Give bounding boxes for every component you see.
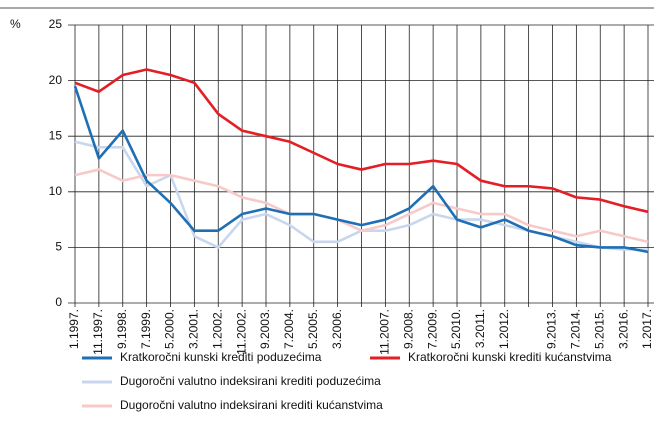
x-tick-label: 11.2002.	[234, 309, 248, 355]
y-axis-label: %	[10, 17, 21, 31]
x-tick-label: 7.2009.	[425, 309, 439, 349]
y-tick-label: 25	[49, 17, 63, 31]
x-tick-label: 3.2001.	[187, 309, 201, 349]
x-tick-label: 3.2016.	[616, 309, 630, 349]
x-tick-label: 9.1998.	[115, 309, 129, 349]
x-tick-label: 7.2004.	[282, 309, 296, 349]
series-line	[73, 85, 649, 254]
x-tick-label: 3.2011.	[473, 309, 487, 348]
legend-label: Kratkoročni kunski krediti kućanstvima	[408, 350, 612, 364]
y-tick-label: 5	[55, 240, 62, 254]
x-tick-label: 3.2006.	[330, 309, 344, 349]
legend-label: Dugoročni valutno indeksirani krediti po…	[120, 374, 381, 388]
x-tick-label: 1.1997.	[67, 309, 81, 349]
x-tick-label: 7.1999.	[139, 309, 153, 349]
x-tick-label: 5.2000.	[163, 309, 177, 349]
legend-label: Kratkoročni kunski krediti poduzećima	[120, 350, 322, 364]
y-tick-label: 0	[55, 295, 62, 309]
x-tick-label: 9.2008.	[401, 309, 415, 349]
x-tick-label: 5.2015.	[592, 309, 606, 349]
y-tick-label: 10	[49, 184, 63, 198]
x-tick-label: 7.2014.	[569, 309, 583, 349]
x-tick-label: 9.2013.	[545, 309, 559, 349]
x-tick-label: 5.2010.	[449, 309, 463, 349]
x-tick-label: 5.2005.	[306, 309, 320, 349]
x-tick-label: 1.2012.	[497, 309, 511, 349]
x-tick-label: 9.2003.	[258, 309, 272, 349]
x-tick-label: 11.1997.	[91, 309, 105, 355]
x-tick-label: 1.2002.	[210, 309, 224, 349]
y-tick-label: 15	[49, 128, 63, 142]
y-tick-label: 20	[49, 73, 63, 87]
x-tick-label: 1.2017.	[640, 309, 654, 349]
series-line	[74, 68, 649, 214]
x-tick-label: 11.2007.	[378, 309, 392, 355]
legend-label: Dugoročni valutno indeksirani krediti ku…	[120, 398, 383, 412]
series-line	[74, 168, 649, 244]
